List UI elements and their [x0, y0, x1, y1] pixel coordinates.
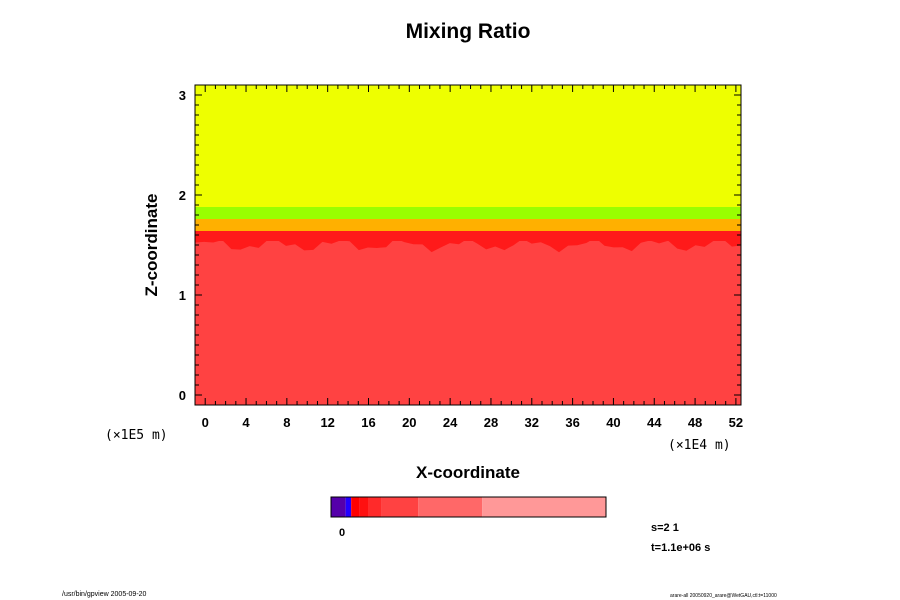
layer-transition-green: [195, 207, 741, 219]
layer-lower: [195, 241, 741, 405]
plot-area: [194, 84, 742, 406]
layer-upper: [195, 85, 741, 207]
x-tick-label: 8: [283, 415, 290, 430]
colorbar-segment: [331, 497, 346, 517]
x-tick-label: 16: [361, 415, 375, 430]
colorbar-segment: [351, 497, 360, 517]
colorbar-frame: [330, 496, 607, 518]
x-tick-label: 36: [565, 415, 579, 430]
x-axis: 0 4 8 12 16 20 24 28 32 36 40 44 48 52: [202, 85, 743, 430]
y-axis: 0 1 2 3: [179, 84, 741, 406]
x-tick-label: 48: [688, 415, 702, 430]
colorbar-segment: [418, 497, 483, 517]
y-axis-label: Z-coordinate: [142, 194, 161, 297]
x-tick-label: 0: [202, 415, 209, 430]
y-tick-label: 3: [179, 88, 186, 103]
x-tick-label: 32: [525, 415, 539, 430]
colorbar-segment: [381, 497, 419, 517]
x-tick-label: 40: [606, 415, 620, 430]
x-tick-label: 12: [320, 415, 334, 430]
y-tick-label: 0: [179, 388, 186, 403]
transition-texture: [195, 237, 741, 253]
colorbar-segment: [368, 497, 382, 517]
footer-right: arare-all 20050920_arare@WetGAU,ctl:t=11…: [670, 593, 777, 599]
chart-title: Mixing Ratio: [406, 20, 531, 43]
layer-transition-orange: [195, 219, 741, 231]
y-tick-label: 2: [179, 188, 186, 203]
colorbar: [330, 496, 607, 518]
x-tick-label: 4: [242, 415, 250, 430]
y-tick-label: 1: [179, 288, 186, 303]
colorbar-label: 0: [339, 527, 345, 539]
colorbar-segment: [345, 497, 352, 517]
x-tick-label: 28: [484, 415, 498, 430]
colorbar-segment: [359, 497, 369, 517]
layer-transition-dark-red: [195, 231, 741, 241]
x-axis-label: X-coordinate: [416, 463, 520, 482]
s-label: s=2 1: [651, 522, 679, 534]
footer-left: /usr/bin/gpview 2005-09-20: [62, 591, 147, 598]
x-scale-label: (×1E4 m): [668, 438, 731, 453]
x-tick-label: 44: [647, 415, 662, 430]
x-tick-label: 52: [729, 415, 743, 430]
colorbar-segment: [482, 497, 606, 517]
x-tick-label: 20: [402, 415, 416, 430]
y-scale-label: (×1E5 m): [105, 428, 168, 443]
t-label: t=1.1e+06 s: [651, 542, 710, 554]
x-tick-label: 24: [443, 415, 458, 430]
